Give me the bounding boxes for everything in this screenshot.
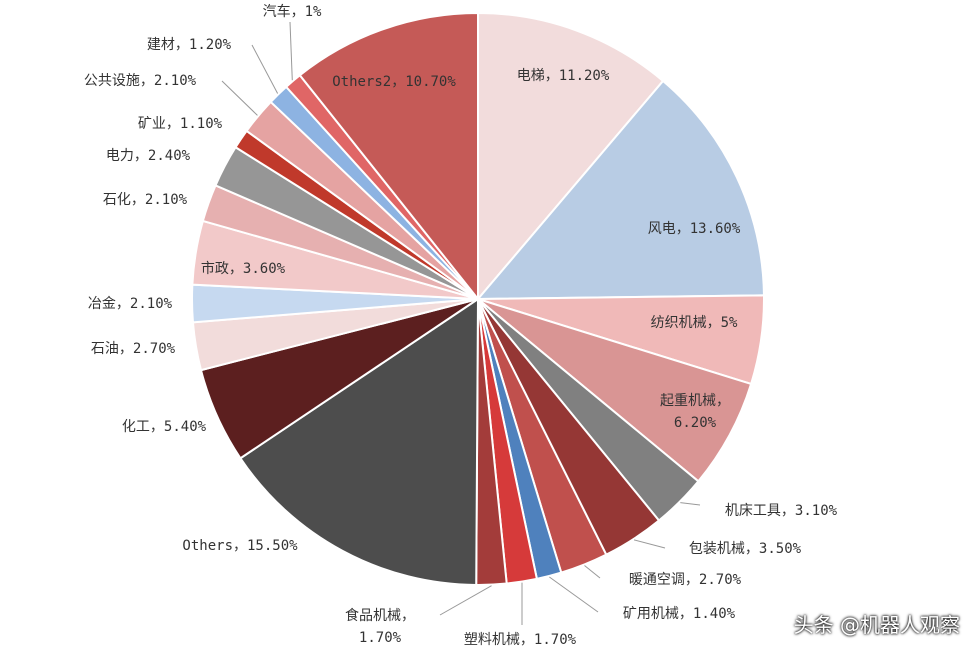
slice-label: 风电，13.60% [647,221,741,237]
leader-line [439,585,492,616]
slice-label: Others2，10.70% [332,74,456,90]
pie-slice [298,11,479,302]
leader-line [584,565,601,579]
slice-label: 汽车，1% [262,4,322,20]
slice-label: 建材，1.20% [146,37,232,53]
slice-label: 机床工具，3.10% [724,503,838,519]
leader-line [289,21,293,81]
slice-label: 塑料机械，1.70% [463,632,577,648]
slice-label: 矿用机械，1.40% [622,606,736,622]
slice-label: 市政，3.60% [200,261,286,277]
slice-label: 包装机械，3.50% [688,541,802,557]
pie-slice [239,297,480,587]
slice-label: 电梯，11.20% [516,68,610,84]
slice-label: 起重机械， 6.20% [660,393,730,431]
slice-label: 石油，2.70% [90,341,176,357]
slice-label: 纺织机械，5% [650,315,738,331]
leader-line [221,80,258,116]
slice-label: 冶金，2.10% [87,296,173,312]
slice-label: 食品机械， 1.70% [345,608,415,646]
slice-label: 暖通空调，2.70% [628,572,742,588]
leader-line [549,576,599,613]
slice-label: Others，15.50% [182,538,298,554]
slice-label: 石化，2.10% [102,192,188,208]
leader-line [633,539,666,549]
leader-line [680,502,701,506]
pie-slice [475,79,765,301]
leader-line [251,44,279,94]
slice-label: 电力，2.40% [105,148,191,164]
slice-label: 矿业，1.10% [137,116,223,132]
watermark: 头条 @机器人观察 [793,613,960,637]
slice-label: 公共设施，2.10% [83,73,197,89]
pie-slice [477,11,665,302]
slice-label: 化工，5.40% [121,419,207,435]
